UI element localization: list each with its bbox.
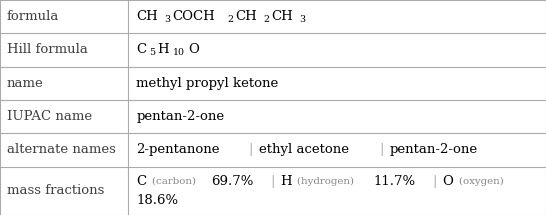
Text: (hydrogen): (hydrogen) xyxy=(295,177,354,186)
Text: name: name xyxy=(7,77,43,90)
Text: 2: 2 xyxy=(228,15,234,24)
Text: 2-pentanone: 2-pentanone xyxy=(136,143,220,157)
Text: 2: 2 xyxy=(263,15,269,24)
Text: O: O xyxy=(188,43,199,57)
Text: |: | xyxy=(432,175,437,188)
Text: 18.6%: 18.6% xyxy=(136,194,179,207)
Text: (oxygen): (oxygen) xyxy=(456,177,503,186)
Text: O: O xyxy=(443,175,453,188)
Text: CH: CH xyxy=(136,10,158,23)
Text: alternate names: alternate names xyxy=(7,143,115,157)
Text: 69.7%: 69.7% xyxy=(211,175,253,188)
Text: mass fractions: mass fractions xyxy=(7,184,104,197)
Text: formula: formula xyxy=(7,10,59,23)
Text: |: | xyxy=(270,175,275,188)
Text: ethyl acetone: ethyl acetone xyxy=(259,143,349,157)
Text: C: C xyxy=(136,175,147,188)
Text: C: C xyxy=(136,43,147,57)
Text: |: | xyxy=(248,143,253,157)
Text: methyl propyl ketone: methyl propyl ketone xyxy=(136,77,279,90)
Text: CH: CH xyxy=(235,10,257,23)
Text: pentan-2-one: pentan-2-one xyxy=(136,110,224,123)
Text: pentan-2-one: pentan-2-one xyxy=(389,143,478,157)
Text: Hill formula: Hill formula xyxy=(7,43,87,57)
Text: H: H xyxy=(157,43,169,57)
Text: IUPAC name: IUPAC name xyxy=(7,110,92,123)
Text: CH: CH xyxy=(271,10,293,23)
Text: COCH: COCH xyxy=(173,10,215,23)
Text: |: | xyxy=(379,143,384,157)
Text: 5: 5 xyxy=(150,48,156,57)
Text: 11.7%: 11.7% xyxy=(373,175,416,188)
Text: 3: 3 xyxy=(299,15,305,24)
Text: H: H xyxy=(280,175,292,188)
Text: (carbon): (carbon) xyxy=(150,177,195,186)
Text: 10: 10 xyxy=(173,48,185,57)
Text: 3: 3 xyxy=(164,15,171,24)
